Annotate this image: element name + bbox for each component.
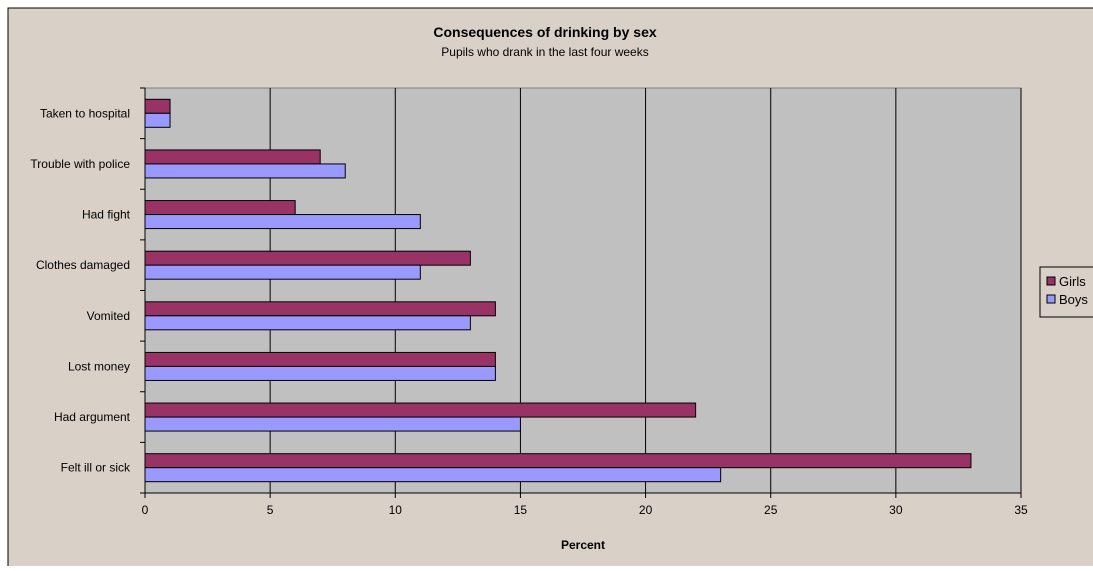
axes: 0 5 10 15 20 25 30 35 Taken to hospital Trouble w…	[30, 87, 1028, 517]
legend-box	[1039, 266, 1093, 318]
y-category-label: Had fight	[82, 208, 131, 222]
bar-girls	[144, 98, 171, 114]
y-category-label: Felt ill or sick	[61, 461, 131, 475]
y-category-label: Taken to hospital	[40, 106, 130, 120]
legend-swatch-boys	[1046, 294, 1056, 304]
y-category-label: Vomited	[87, 309, 130, 323]
legend-label-girls: Girls	[1059, 274, 1086, 289]
x-tick-label: 25	[764, 503, 778, 517]
legend: Girls Boys	[1039, 266, 1093, 318]
x-axis-title: Percent	[561, 538, 605, 552]
bar-girls	[144, 301, 496, 317]
x-tick-label: 35	[1014, 503, 1028, 517]
bar-girls	[144, 149, 321, 165]
plot-area-background	[144, 87, 1022, 494]
x-tick-label: 15	[514, 503, 528, 517]
bar-boys	[144, 365, 496, 381]
bar-boys	[144, 112, 171, 128]
bar-girls	[144, 453, 972, 469]
bar-girls	[144, 250, 471, 266]
bar-girls	[144, 351, 496, 367]
bar-boys	[144, 163, 346, 179]
x-tick-label: 5	[267, 503, 274, 517]
chart-title: Consequences of drinking by sex	[433, 24, 656, 40]
chart-subtitle: Pupils who drank in the last four weeks	[441, 45, 648, 59]
x-tick-label: 30	[889, 503, 903, 517]
legend-label-boys: Boys	[1059, 292, 1088, 307]
legend-swatch-girls	[1046, 276, 1056, 286]
bars	[144, 98, 972, 483]
bar-boys	[144, 264, 421, 280]
y-category-label: Clothes damaged	[36, 258, 130, 272]
bar-girls	[144, 200, 296, 216]
y-category-label: Had argument	[54, 410, 131, 424]
bar-boys	[144, 315, 471, 331]
bar-girls	[144, 402, 697, 418]
x-tick-label: 20	[639, 503, 653, 517]
x-tick-label: 10	[389, 503, 403, 517]
bar-boys	[144, 467, 722, 483]
bar-boys	[144, 416, 521, 432]
y-category-label: Trouble with police	[30, 157, 130, 171]
x-tick-label: 0	[142, 503, 149, 517]
bar-boys	[144, 214, 421, 230]
y-category-label: Lost money	[68, 359, 130, 373]
